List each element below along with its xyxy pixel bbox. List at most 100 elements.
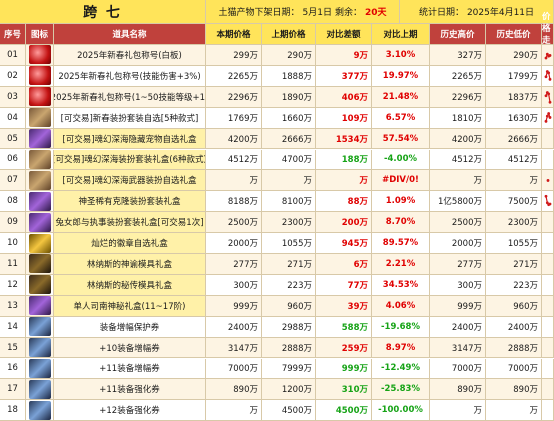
cell-history-high: 890万 bbox=[430, 379, 486, 401]
table-row[interactable]: 13 单人司南神秘礼盒(11~17阶) 999万 960万 39万 4.06% 999万 96… bbox=[0, 295, 554, 317]
cell-previous-price: 290万 bbox=[262, 45, 316, 66]
cell-item-name: 灿烂的徽章自选礼盒 bbox=[54, 233, 206, 254]
trend-point bbox=[548, 101, 551, 104]
trend-point bbox=[545, 114, 549, 118]
cell-difference: 377万 bbox=[316, 65, 372, 87]
cell-current-price: 万 bbox=[206, 170, 262, 192]
cell-history-low: 2666万 bbox=[486, 128, 542, 150]
cell-history-high: 万 bbox=[430, 400, 486, 421]
cell-price-trend bbox=[542, 358, 554, 380]
cell-current-price: 890万 bbox=[206, 379, 262, 401]
table-row[interactable]: 09 兔女郎与执事装扮套装礼盒[可交易1次] 2500万 2300万 200万 8.70%… bbox=[0, 212, 554, 234]
table-row[interactable]: 06 [可交易]魂幻深海装扮套装礼盒(6种款式) 4512万 4700万 188万 -4.… bbox=[0, 149, 554, 171]
cell-percent-change: 57.54% bbox=[372, 128, 430, 150]
cell-difference: 9万 bbox=[316, 45, 372, 66]
column-header-trend: 价格走势 bbox=[542, 12, 554, 58]
table-row[interactable]: 18 +12装备强化券万 4500万 4500万 -100.00% 万万 bbox=[0, 400, 554, 421]
cell-history-high: 4200万 bbox=[430, 128, 486, 150]
stone-icon bbox=[28, 400, 51, 420]
table-row[interactable]: 03 2025年新春礼包称号(1~50技能等级+1) 2296万 1890万 406万 2… bbox=[0, 86, 554, 108]
trend-sparkline bbox=[544, 91, 551, 104]
stone-icon bbox=[28, 358, 51, 378]
cell-current-price: 2500万 bbox=[206, 212, 262, 234]
table-row[interactable]: 04 [可交易]新春装扮套装自选[5种款式] 1769万 1660万 109万 6.57%… bbox=[0, 107, 554, 129]
cell-history-high: 4512万 bbox=[430, 149, 486, 171]
cell-difference: 4500万 bbox=[316, 400, 372, 421]
cell-percent-change: -100.00% bbox=[372, 400, 430, 421]
cell-no: 16 bbox=[0, 358, 26, 380]
cell-current-price: 2265万 bbox=[206, 65, 262, 87]
cell-price-trend bbox=[542, 212, 554, 234]
table-row[interactable]: 17 +11装备强化券 890万 1200万 310万 -25.83% 890万 890万 bbox=[0, 379, 554, 401]
table-row[interactable]: 08 神圣稀有克隆装扮套装礼盒 8188万 8100万 88万 1.09% 1亿5800万 7… bbox=[0, 191, 554, 213]
table-row[interactable]: 05 [可交易]魂幻深海隐藏宠物自选礼盒 4200万 2666万 1534万 57.54%… bbox=[0, 128, 554, 150]
trend-point bbox=[546, 112, 550, 116]
cell-no: 04 bbox=[0, 107, 26, 129]
cell-price-trend bbox=[542, 170, 554, 192]
table-row[interactable]: 10 灿烂的徽章自选礼盒 2000万 1055万 945万 89.57% 2000万 1055… bbox=[0, 233, 554, 254]
cell-percent-change: #DIV/0! bbox=[372, 170, 430, 192]
column-header-cur: 本期价格 bbox=[206, 24, 262, 45]
server-title: 跨 七 bbox=[83, 4, 122, 21]
cell-previous-price: 1888万 bbox=[262, 65, 316, 87]
stone-icon bbox=[28, 338, 51, 358]
cell-history-low: 890万 bbox=[486, 379, 542, 401]
cell-previous-price: 1055万 bbox=[262, 233, 316, 254]
cell-icon bbox=[26, 274, 54, 296]
cell-icon bbox=[26, 400, 54, 421]
cell-price-trend bbox=[542, 65, 554, 87]
server-name: 跨 七 bbox=[0, 0, 206, 24]
table-row[interactable]: 01 2025年新春礼包称号(白板) 299万 290万 9万 3.10% 327万 290万 bbox=[0, 45, 554, 66]
cell-history-low: 2400万 bbox=[486, 316, 542, 338]
cell-item-name: +11装备增幅券 bbox=[54, 358, 206, 380]
cell-icon bbox=[26, 86, 54, 108]
trend-sparkline bbox=[546, 178, 549, 182]
trend-point bbox=[546, 92, 550, 96]
table-row[interactable]: 07 [可交易]魂幻深海武器装扮自选礼盒万万万 #DIV/0! 万万 bbox=[0, 170, 554, 192]
table-row[interactable]: 02 2025年新春礼包称号(技能伤害+3%) 2265万 1888万 377万 19.9… bbox=[0, 65, 554, 87]
cell-current-price: 8188万 bbox=[206, 191, 262, 213]
red-bag-icon bbox=[28, 66, 51, 86]
cell-no: 13 bbox=[0, 295, 26, 317]
cell-percent-change: 34.53% bbox=[372, 274, 430, 296]
trend-point bbox=[548, 78, 551, 82]
table-row[interactable]: 16 +11装备增幅券 7000万 7999万 999万 -12.49% 7000万 7000… bbox=[0, 358, 554, 380]
trend-point bbox=[544, 56, 547, 59]
box-icon bbox=[28, 149, 51, 169]
cell-no: 17 bbox=[0, 379, 26, 401]
cell-history-low: 223万 bbox=[486, 274, 542, 296]
cell-difference: 188万 bbox=[316, 149, 372, 171]
cell-icon bbox=[26, 379, 54, 401]
cell-item-name: 装备增幅保护券 bbox=[54, 316, 206, 338]
purple-chest-icon bbox=[28, 191, 51, 211]
box-icon bbox=[28, 170, 51, 190]
cell-percent-change: -19.68% bbox=[372, 316, 430, 338]
trend-sparkline bbox=[544, 70, 551, 82]
cell-history-high: 2400万 bbox=[430, 316, 486, 338]
cell-percent-change: -12.49% bbox=[372, 358, 430, 380]
table-row[interactable]: 12 林纳斯的秘传模具礼盒 300万 223万 77万 34.53% 300万 223万 bbox=[0, 274, 554, 296]
cell-item-name: +11装备强化券 bbox=[54, 379, 206, 401]
table-row[interactable]: 14 装备增幅保护券 2400万 2988万 588万 -19.68% 2400万 2400万 bbox=[0, 316, 554, 338]
cell-current-price: 2296万 bbox=[206, 86, 262, 108]
cell-price-trend bbox=[542, 295, 554, 317]
cell-item-name: [可交易]魂幻深海武器装扮自选礼盒 bbox=[54, 170, 206, 192]
cell-no: 09 bbox=[0, 212, 26, 234]
cell-current-price: 300万 bbox=[206, 274, 262, 296]
trend-point bbox=[548, 202, 551, 206]
cell-difference: 88万 bbox=[316, 191, 372, 213]
cell-icon bbox=[26, 128, 54, 150]
cell-no: 07 bbox=[0, 170, 26, 192]
dark-box-icon bbox=[28, 275, 51, 295]
cell-previous-price: 8100万 bbox=[262, 191, 316, 213]
trend-line bbox=[544, 112, 551, 122]
cell-no: 18 bbox=[0, 400, 26, 421]
cell-previous-price: 4500万 bbox=[262, 400, 316, 421]
purple-chest-icon bbox=[28, 212, 51, 232]
cell-history-low: 290万 bbox=[486, 45, 542, 66]
cell-no: 08 bbox=[0, 191, 26, 213]
table-row[interactable]: 11 林纳斯的神谕模具礼盒 277万 271万 6万 2.21% 277万 271万 bbox=[0, 254, 554, 275]
cell-history-high: 2000万 bbox=[430, 233, 486, 254]
table-row[interactable]: 15 +10装备增幅券 3147万 2888万 259万 8.97% 3147万 2888万 bbox=[0, 337, 554, 359]
cell-percent-change: 4.06% bbox=[372, 295, 430, 317]
